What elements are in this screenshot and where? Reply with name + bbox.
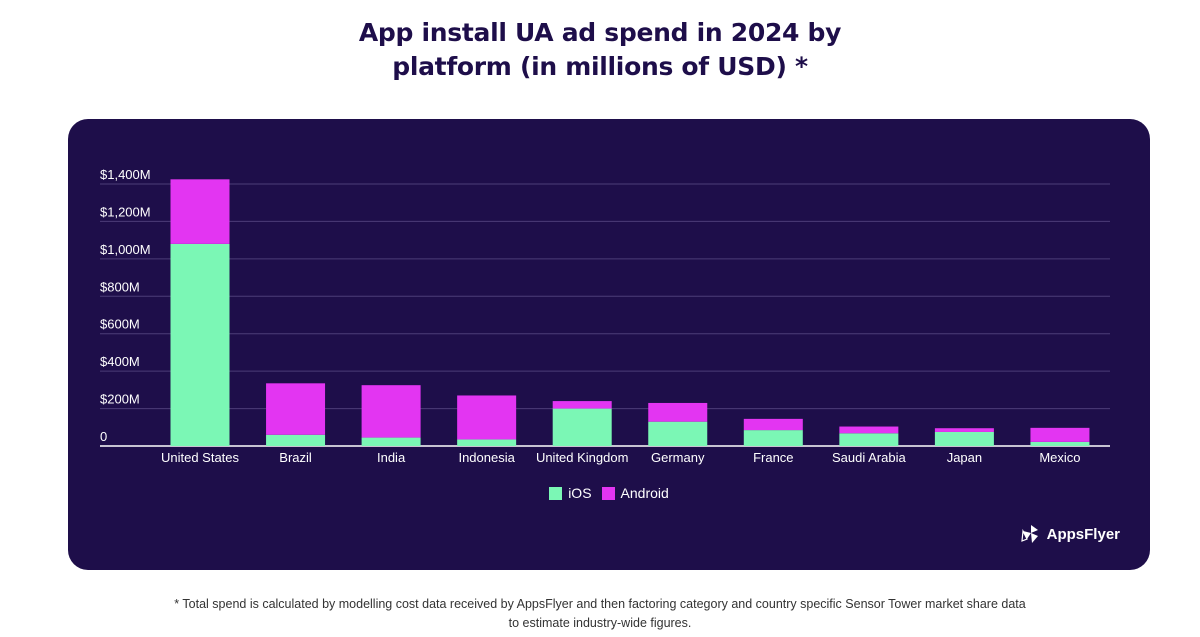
x-tick-label-japan: Japan <box>947 450 982 465</box>
bar-android-indonesia <box>457 395 517 440</box>
bar-ios-mexico <box>1030 441 1090 446</box>
x-tick-label-indonesia: Indonesia <box>458 450 515 465</box>
bar-android-germany <box>648 402 708 422</box>
stacked-bar-chart: 0 $200M $400M $600M $800M $1,000M $1,200M $1,40… <box>100 167 1110 465</box>
y-tick-label-800: $800M <box>100 279 140 294</box>
appsflyer-logo: AppsFlyer <box>1019 522 1120 546</box>
chart-title-line-2: platform (in millions of USD) * <box>392 52 808 81</box>
bar-android-japan <box>934 428 994 432</box>
x-tick-label-saudi-arabia: Saudi Arabia <box>832 450 906 465</box>
x-tick-label-brazil: Brazil <box>279 450 312 465</box>
bar-ios-germany <box>648 421 708 446</box>
bar-android-united-kingdom <box>552 401 612 409</box>
y-tick-label-1400: $1,400M <box>100 167 151 182</box>
bar-ios-united-kingdom <box>552 408 612 446</box>
footnote-line-2: to estimate industry-wide figures. <box>508 616 692 630</box>
bar-android-united-states <box>170 179 230 244</box>
bar-android-mexico <box>1030 427 1090 442</box>
bar-ios-indonesia <box>457 439 517 446</box>
bar-android-brazil <box>266 383 326 435</box>
bar-ios-india <box>361 437 421 446</box>
x-tick-label-germany: Germany <box>651 450 705 465</box>
bar-ios-saudi-arabia <box>839 433 899 446</box>
bar-android-france <box>743 418 803 431</box>
footnote: * Total spend is calculated by modelling… <box>130 595 1070 633</box>
x-tick-label-india: India <box>377 450 406 465</box>
y-tick-label-1000: $1,000M <box>100 242 151 257</box>
legend-label-ios: iOS <box>568 485 592 501</box>
chart-title-line-1: App install UA ad spend in 2024 by <box>358 18 842 47</box>
legend-label-android: Android <box>620 485 669 501</box>
bar-android-saudi-arabia <box>839 426 899 434</box>
legend-item-ios[interactable]: iOS <box>549 485 592 501</box>
y-tick-label-400: $400M <box>100 354 140 369</box>
footnote-line-1: * Total spend is calculated by modelling… <box>174 597 1026 611</box>
chart-legend: iOS Android <box>68 485 1150 501</box>
bar-ios-united-states <box>170 243 230 446</box>
appsflyer-wordmark: AppsFlyer <box>1046 525 1120 543</box>
bar-ios-brazil <box>266 434 326 446</box>
x-tick-label-united-states: United States <box>161 450 240 465</box>
bar-ios-france <box>743 430 803 446</box>
chart-title: App install UA ad spend in 2024 by platf… <box>300 16 900 84</box>
x-tick-label-united-kingdom: United Kingdom <box>536 450 629 465</box>
y-tick-label-1200: $1,200M <box>100 204 151 219</box>
legend-swatch-ios <box>549 486 563 500</box>
legend-item-android[interactable]: Android <box>601 485 669 501</box>
bar-ios-japan <box>934 431 994 446</box>
x-tick-label-mexico: Mexico <box>1039 450 1080 465</box>
x-tick-label-france: France <box>753 450 793 465</box>
y-tick-label-200: $200M <box>100 392 140 407</box>
bar-android-india <box>361 385 421 438</box>
chart-panel: 0 $200M $400M $600M $800M $1,000M $1,200M $1,40… <box>68 119 1150 570</box>
appsflyer-bird-icon <box>1020 525 1038 543</box>
y-tick-label-0: 0 <box>100 429 107 444</box>
legend-swatch-android <box>601 486 615 500</box>
y-tick-label-600: $600M <box>100 317 140 332</box>
